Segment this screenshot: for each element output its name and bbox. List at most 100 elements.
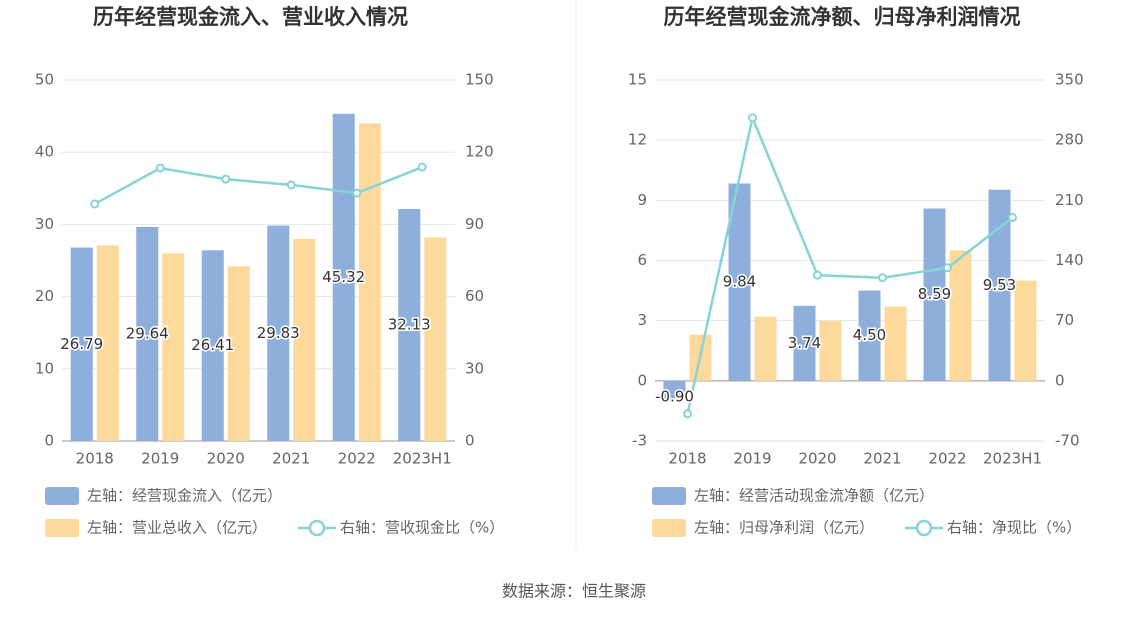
data-label: 8.59	[918, 285, 951, 303]
legend-swatch	[308, 519, 326, 537]
y-tick-label: 3	[637, 311, 647, 329]
bar	[819, 320, 842, 381]
y2-tick-label: 0	[465, 432, 475, 450]
x-tick-label: 2018	[668, 450, 706, 468]
legend-swatch	[45, 487, 79, 505]
data-label: 29.64	[126, 324, 169, 342]
data-label: 26.79	[60, 335, 103, 353]
legend-swatch	[45, 519, 79, 537]
y-tick-label: 30	[35, 215, 54, 233]
line-point	[943, 263, 952, 273]
line-point	[813, 270, 822, 280]
y2-tick-label: 0	[1055, 371, 1065, 389]
y2-tick-label: 280	[1055, 131, 1084, 149]
bar	[754, 316, 777, 381]
data-label: 9.53	[983, 276, 1016, 294]
bar	[663, 380, 686, 399]
legend-label: 左轴：归母净利润（亿元）	[694, 519, 874, 537]
line	[94, 165, 423, 206]
line-point	[286, 180, 296, 190]
data-label: 26.41	[191, 336, 234, 354]
legend-label: 左轴：经营现金流入（亿元）	[87, 487, 282, 505]
y2-tick-label: 90	[465, 215, 484, 233]
line-point	[155, 163, 165, 173]
bar	[923, 208, 946, 381]
line	[686, 113, 1014, 415]
x-tick-label: 2018	[76, 450, 114, 468]
x-tick-label: 2020	[207, 450, 245, 468]
data-label: 3.74	[788, 334, 821, 352]
bar	[162, 253, 185, 441]
y2-tick-label: 30	[465, 359, 484, 377]
bar	[793, 305, 816, 381]
bar	[858, 290, 881, 381]
bar	[1014, 280, 1037, 381]
legend-swatch	[652, 487, 686, 505]
data-label: 32.13	[388, 316, 431, 334]
bar	[201, 250, 224, 441]
x-tick-label: 2021	[272, 450, 310, 468]
data-label: 9.84	[723, 273, 756, 291]
y-tick-label: 9	[637, 191, 647, 209]
bar	[424, 237, 447, 441]
chart-title: 历年经营现金流净额、归母净利润情况	[664, 5, 1021, 29]
line-point	[221, 174, 231, 184]
x-tick-label: 2019	[733, 450, 771, 468]
bar	[884, 306, 907, 381]
line-point	[878, 273, 887, 283]
y-tick-label: 20	[35, 287, 54, 305]
y2-tick-label: 140	[1055, 251, 1084, 269]
y2-tick-label: 70	[1055, 311, 1074, 329]
y2-tick-label: 120	[465, 143, 494, 161]
y-tick-label: 50	[35, 71, 54, 89]
bar	[267, 225, 290, 441]
legend-label: 右轴：净现比（%）	[947, 519, 1081, 537]
line-point	[748, 113, 757, 123]
y2-tick-label: 60	[465, 287, 484, 305]
x-tick-label: 2023H1	[393, 450, 452, 468]
bar	[293, 238, 316, 441]
legend-label: 右轴：营收现金比（%）	[340, 519, 504, 537]
y-tick-label: 0	[637, 371, 647, 389]
legend-label: 左轴：营业总收入（亿元）	[87, 519, 267, 537]
data-label: 45.32	[322, 268, 365, 286]
x-tick-label: 2022	[338, 450, 376, 468]
y-tick-label: 6	[637, 251, 647, 269]
bar	[136, 226, 159, 441]
line-point	[683, 409, 692, 419]
data-label: -0.90	[655, 387, 694, 405]
y-tick-label: 40	[35, 143, 54, 161]
line-point	[1008, 213, 1017, 223]
source: 数据来源：恒生聚源	[502, 582, 646, 601]
data-label: 29.83	[257, 324, 300, 342]
x-tick-label: 2020	[798, 450, 836, 468]
y-tick-label: 10	[35, 359, 54, 377]
x-tick-label: 2021	[863, 450, 901, 468]
line-point	[352, 188, 362, 198]
y2-tick-label: 210	[1055, 191, 1084, 209]
data-label: 4.50	[853, 326, 886, 344]
bar	[988, 189, 1011, 381]
legend-label: 左轴：经营活动现金流净额（亿元）	[694, 487, 934, 505]
bar	[227, 266, 250, 441]
x-tick-label: 2019	[141, 450, 179, 468]
y-tick-label: 12	[628, 131, 647, 149]
bar	[358, 123, 381, 441]
y2-tick-label: 350	[1055, 71, 1084, 89]
x-tick-label: 2022	[928, 450, 966, 468]
bar	[728, 183, 751, 381]
y2-tick-label: 150	[465, 71, 494, 89]
line-point	[417, 162, 427, 172]
chart-title: 历年经营现金流入、营业收入情况	[93, 5, 408, 29]
y-tick-label: 0	[44, 432, 54, 450]
bar	[70, 247, 93, 441]
bar	[398, 209, 421, 441]
x-tick-label: 2023H1	[983, 450, 1042, 468]
legend-swatch	[915, 519, 933, 537]
y2-tick-label: -70	[1055, 432, 1080, 450]
bar	[96, 245, 119, 441]
y-tick-label: 15	[628, 71, 647, 89]
legend-swatch	[652, 519, 686, 537]
y-tick-label: -3	[632, 432, 647, 450]
